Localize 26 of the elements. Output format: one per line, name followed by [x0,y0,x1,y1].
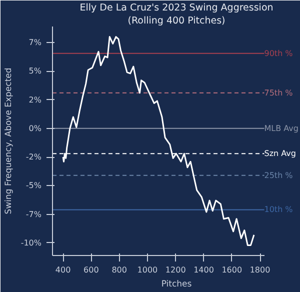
y-tick-label: 5% [28,66,42,76]
ref-line-label: MLB Avg [264,124,298,133]
x-tick-label: 400 [55,266,71,274]
y-tick-label: -2% [26,152,42,162]
x-axis-title: Pitches [161,280,192,290]
ref-line-label: 90th % [264,48,294,58]
ref-line-label: 10th % [264,205,294,214]
y-tick-label: -5% [26,181,42,190]
x-tick-label: 1000 [137,266,158,274]
ref-line-label: Szn Avg [264,149,296,158]
y-tick-label: 7% [28,38,42,48]
y-tick-label: -7% [26,210,42,219]
y-tick-label: 2% [28,95,42,104]
y-tick-label: -10% [20,238,42,248]
x-tick-label: 800 [112,266,127,274]
x-tick-label: 600 [84,266,99,274]
x-tick-label: 1800 [250,266,270,274]
x-tick-label: 1600 [222,266,242,274]
ref-line-label: 25th % [264,170,294,180]
y-tick-label: 0% [28,124,42,133]
chart-title: Elly De La Cruz's 2023 Swing Aggression [80,2,274,14]
y-axis-title: Swing Frequency, Above Expected [4,68,14,214]
x-tick-label: 1200 [165,266,186,274]
chart-subtitle: (Rolling 400 Pitches) [128,16,226,26]
ref-line-label: 75th % [264,88,294,98]
x-tick-label: 1400 [194,266,214,274]
